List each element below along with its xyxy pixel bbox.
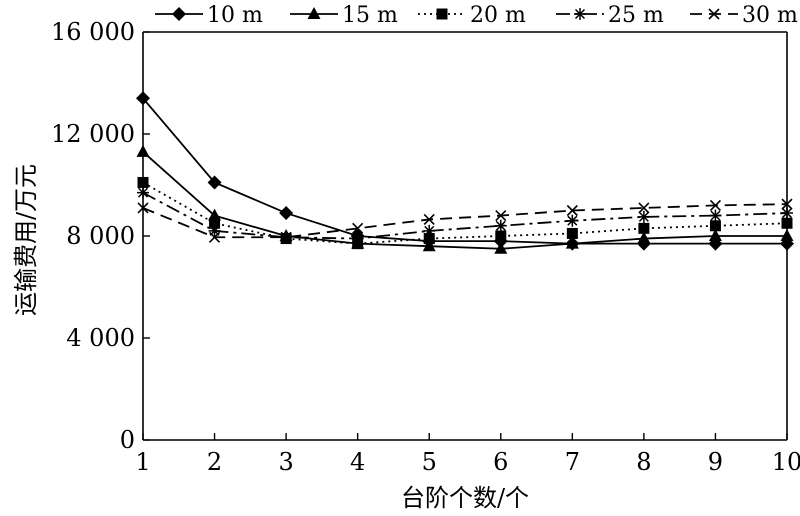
legend-item: 10 m — [155, 3, 263, 28]
data-point — [279, 206, 294, 221]
legend-label: 20 m — [470, 3, 526, 28]
y-axis-label: 运输费用/万元 — [12, 164, 40, 316]
x-tick-label: 10 — [772, 448, 800, 476]
data-point — [637, 231, 651, 244]
data-point — [708, 229, 722, 241]
legend-marker — [172, 7, 186, 21]
legend-marker — [708, 8, 720, 20]
legend-item: 30 m — [690, 3, 798, 28]
legend-item: 15 m — [290, 3, 398, 28]
legend-label: 15 m — [342, 3, 398, 28]
data-point — [422, 239, 436, 252]
data-point — [566, 204, 578, 217]
data-point — [565, 236, 579, 249]
data-point — [566, 214, 579, 227]
legend-label: 30 m — [742, 3, 798, 28]
series-20m — [137, 176, 793, 250]
data-point — [423, 233, 435, 245]
data-point — [208, 208, 222, 221]
legend-item: 20 m — [418, 3, 526, 28]
data-point — [709, 220, 721, 232]
x-tick-label: 2 — [207, 448, 222, 476]
series-30m — [137, 198, 793, 243]
data-point — [207, 175, 222, 190]
x-tick-label: 6 — [493, 448, 508, 476]
data-point — [352, 222, 364, 234]
x-tick-label: 4 — [350, 448, 365, 476]
plot-area: 1 2 3 4 5 6 7 8 9 10 0 4 000 8 000 12 000 16 000 — [51, 18, 800, 476]
data-point — [566, 227, 578, 239]
data-point — [494, 219, 507, 232]
data-point — [208, 231, 221, 243]
series-line — [142, 97, 787, 245]
x-tick-label: 1 — [135, 448, 150, 476]
y-tick-label: 8 000 — [66, 222, 135, 250]
x-axis-label: 台阶个数/个 — [401, 484, 529, 512]
legend-marker — [436, 8, 448, 20]
y-tick-label: 4 000 — [66, 324, 135, 352]
x-tick-label: 8 — [636, 448, 651, 476]
data-point — [709, 199, 722, 211]
series-line — [142, 151, 787, 250]
legend-marker — [574, 8, 586, 20]
data-point — [209, 217, 221, 229]
x-tick-label: 5 — [422, 448, 437, 476]
legend-label: 10 m — [207, 3, 263, 28]
data-point — [280, 231, 292, 243]
series-line — [142, 191, 788, 240]
data-point — [423, 213, 435, 225]
series-group — [136, 91, 794, 254]
x-tick-label: 7 — [565, 448, 580, 476]
y-tick-label: 12 000 — [51, 120, 135, 148]
data-point — [495, 230, 507, 242]
data-point — [638, 202, 650, 214]
x-tick-label: 3 — [278, 448, 293, 476]
y-tick-label: 16 000 — [51, 18, 135, 46]
legend-label: 25 m — [608, 3, 664, 28]
series-line — [142, 181, 788, 245]
y-tick-label: 0 — [120, 426, 135, 454]
data-point — [637, 210, 650, 223]
data-point — [709, 209, 722, 222]
data-point — [351, 232, 364, 245]
legend: 10 m 15 m 20 m 25 m 30 m — [155, 3, 798, 28]
series-line — [142, 203, 788, 239]
data-point — [495, 210, 507, 222]
x-tick-label: 9 — [708, 448, 723, 476]
data-point — [423, 224, 436, 237]
data-point — [638, 222, 650, 234]
ticks: 1 2 3 4 5 6 7 8 9 10 0 4 000 8 000 12 000 16 000 — [51, 18, 800, 476]
data-point — [208, 224, 221, 237]
data-point — [494, 241, 508, 254]
legend-item: 25 m — [556, 3, 664, 28]
legend-marker — [307, 7, 321, 19]
